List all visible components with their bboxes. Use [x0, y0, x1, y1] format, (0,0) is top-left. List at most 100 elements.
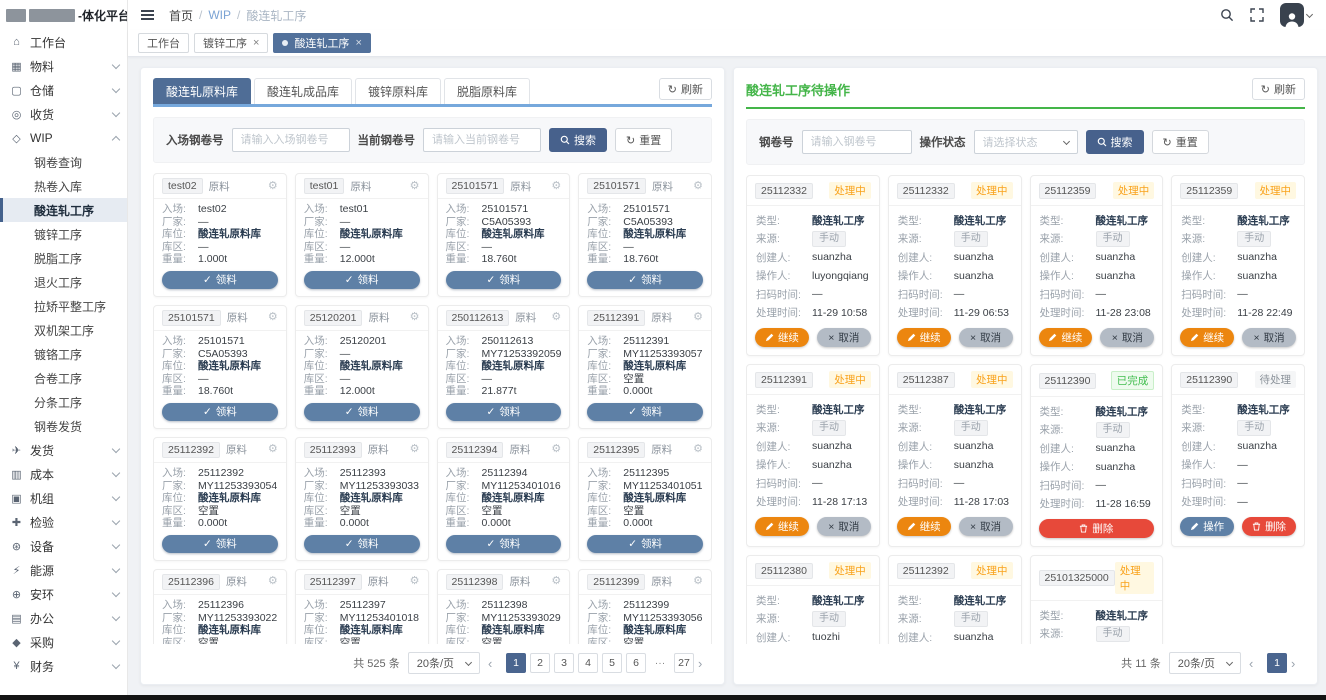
refresh-button[interactable]: ↻ 刷新 — [1251, 78, 1305, 100]
sidebar-item-material[interactable]: ▦ 物料 — [0, 54, 127, 78]
sidebar-subitem[interactable]: 钢卷发货 — [34, 419, 83, 434]
pick-material-button[interactable]: ✓ 领料 — [587, 402, 703, 421]
coil-no-input[interactable] — [801, 130, 912, 154]
fullscreen-icon[interactable] — [1250, 8, 1264, 22]
continue-button[interactable]: 继续 — [1180, 328, 1235, 347]
next-page-button[interactable]: › — [1291, 655, 1296, 671]
sidebar-item-procurement[interactable]: ◆ 采购 — [0, 630, 127, 654]
status-select[interactable]: 请选择状态 — [973, 130, 1078, 154]
gear-icon[interactable]: ⚙ — [693, 311, 703, 324]
next-page-button[interactable]: › — [698, 655, 703, 671]
sidebar-item-cost[interactable]: ▥ 成本 — [0, 462, 127, 486]
prev-page-button[interactable]: ‹ — [488, 655, 493, 671]
cancel-button[interactable]: × 取消 — [816, 517, 871, 536]
pick-material-button[interactable]: ✓ 领料 — [303, 270, 420, 289]
sidebar-subitem[interactable]: 拉矫平整工序 — [34, 299, 107, 314]
continue-button[interactable]: 继续 — [755, 328, 809, 347]
sidebar-item-unit[interactable]: ▣ 机组 — [0, 486, 127, 510]
gear-icon[interactable]: ⚙ — [267, 443, 278, 456]
sidebar-subitem[interactable]: 双机架工序 — [34, 323, 95, 338]
sidebar-subitem[interactable]: 合卷工序 — [34, 371, 83, 386]
reset-button[interactable]: ↻ 重置 — [615, 128, 673, 152]
operate-button[interactable]: 操作 — [1180, 517, 1235, 536]
sidebar-subitem[interactable]: 退火工序 — [34, 275, 83, 290]
sidebar-subitem[interactable]: 分条工序 — [34, 395, 83, 410]
sidebar-item-safety[interactable]: ⊕ 安环 — [0, 582, 127, 606]
sidebar-subitem[interactable]: 脱脂工序 — [34, 251, 83, 266]
page-button[interactable]: 2 — [530, 653, 550, 673]
avatar[interactable] — [1280, 3, 1304, 27]
continue-button[interactable]: 继续 — [896, 517, 951, 536]
gear-icon[interactable]: ⚙ — [551, 575, 562, 588]
prev-page-button[interactable]: ‹ — [1249, 655, 1254, 671]
page-size-select[interactable]: 20条/页 — [407, 652, 480, 674]
page-button[interactable]: ··· — [654, 657, 666, 669]
pick-material-button[interactable]: ✓ 领料 — [587, 534, 703, 553]
close-icon[interactable]: × — [253, 37, 260, 49]
gear-icon[interactable]: ⚙ — [693, 443, 703, 456]
page-button[interactable]: 1 — [506, 653, 526, 673]
library-tab[interactable]: 酸连轧成品库 — [254, 78, 353, 104]
reset-button[interactable]: ↻ 重置 — [1151, 130, 1209, 154]
continue-button[interactable]: 继续 — [896, 328, 951, 347]
enter-coil-input[interactable] — [231, 128, 350, 152]
page-button[interactable]: 6 — [626, 653, 646, 673]
gear-icon[interactable]: ⚙ — [551, 179, 562, 192]
search-icon[interactable] — [1220, 8, 1234, 22]
window-tab[interactable]: 酸连轧工序 × — [273, 33, 371, 53]
pick-material-button[interactable]: ✓ 领料 — [162, 270, 278, 289]
sidebar-item-warehouse[interactable]: ▢ 仓储 — [0, 78, 127, 102]
gear-icon[interactable]: ⚙ — [409, 443, 420, 456]
gear-icon[interactable]: ⚙ — [409, 311, 420, 324]
page-button[interactable]: 4 — [578, 653, 598, 673]
continue-button[interactable]: 继续 — [1038, 328, 1093, 347]
breadcrumb-wip[interactable]: WIP — [208, 8, 232, 22]
sidebar-item-wip[interactable]: ◇ WIP — [0, 126, 127, 150]
sidebar-item-shipping[interactable]: ✈ 发货 — [0, 438, 127, 462]
breadcrumb-home[interactable]: 首页 — [169, 8, 194, 23]
continue-button[interactable]: 继续 — [755, 517, 809, 536]
page-button[interactable]: 5 — [602, 653, 622, 673]
refresh-button[interactable]: ↻ 刷新 — [658, 78, 712, 100]
delete-button[interactable]: 删除 — [1038, 519, 1155, 538]
gear-icon[interactable]: ⚙ — [267, 311, 278, 324]
cancel-button[interactable]: × 取消 — [816, 328, 871, 347]
search-button[interactable]: 搜索 — [549, 128, 607, 152]
sidebar-item-energy[interactable]: ⚡ 能源 — [0, 558, 127, 582]
library-tab[interactable]: 镀锌原料库 — [355, 78, 442, 104]
sidebar-item-workbench[interactable]: ⌂ 工作台 — [0, 30, 127, 54]
library-tab[interactable]: 酸连轧原料库 — [153, 78, 252, 104]
library-tab[interactable]: 脱脂原料库 — [444, 78, 531, 104]
gear-icon[interactable]: ⚙ — [267, 179, 278, 192]
pick-material-button[interactable]: ✓ 领料 — [445, 402, 562, 421]
pick-material-button[interactable]: ✓ 领料 — [445, 534, 562, 553]
sidebar-subitem[interactable]: 酸连轧工序 — [0, 198, 127, 222]
gear-icon[interactable]: ⚙ — [693, 575, 703, 588]
pick-material-button[interactable]: ✓ 领料 — [162, 402, 278, 421]
search-button[interactable]: 搜索 — [1085, 130, 1144, 154]
gear-icon[interactable]: ⚙ — [693, 179, 703, 192]
sidebar-subitem[interactable]: 热卷入库 — [34, 179, 83, 194]
delete-button[interactable]: 删除 — [1242, 517, 1296, 536]
page-button[interactable]: 3 — [554, 653, 574, 673]
cancel-button[interactable]: × 取消 — [958, 517, 1013, 536]
pick-material-button[interactable]: ✓ 领料 — [162, 534, 278, 553]
gear-icon[interactable]: ⚙ — [267, 575, 278, 588]
gear-icon[interactable]: ⚙ — [409, 575, 420, 588]
pick-material-button[interactable]: ✓ 领料 — [445, 270, 562, 289]
sidebar-item-office[interactable]: ▤ 办公 — [0, 606, 127, 630]
page-button[interactable]: 27 — [674, 653, 694, 673]
window-tab[interactable]: 工作台 — [138, 33, 189, 53]
sidebar-item-inspection[interactable]: ✚ 检验 — [0, 510, 127, 534]
cancel-button[interactable]: × 取消 — [1100, 328, 1155, 347]
gear-icon[interactable]: ⚙ — [409, 179, 420, 192]
pick-material-button[interactable]: ✓ 领料 — [587, 270, 703, 289]
gear-icon[interactable]: ⚙ — [551, 443, 562, 456]
sidebar-subitem[interactable]: 镀铬工序 — [34, 347, 83, 362]
cancel-button[interactable]: × 取消 — [1242, 328, 1296, 347]
sidebar-item-receiving[interactable]: ◎ 收货 — [0, 102, 127, 126]
sidebar-item-equipment[interactable]: ⊛ 设备 — [0, 534, 127, 558]
sidebar-subitem[interactable]: 镀锌工序 — [34, 227, 83, 242]
pick-material-button[interactable]: ✓ 领料 — [303, 534, 420, 553]
gear-icon[interactable]: ⚙ — [551, 311, 562, 324]
